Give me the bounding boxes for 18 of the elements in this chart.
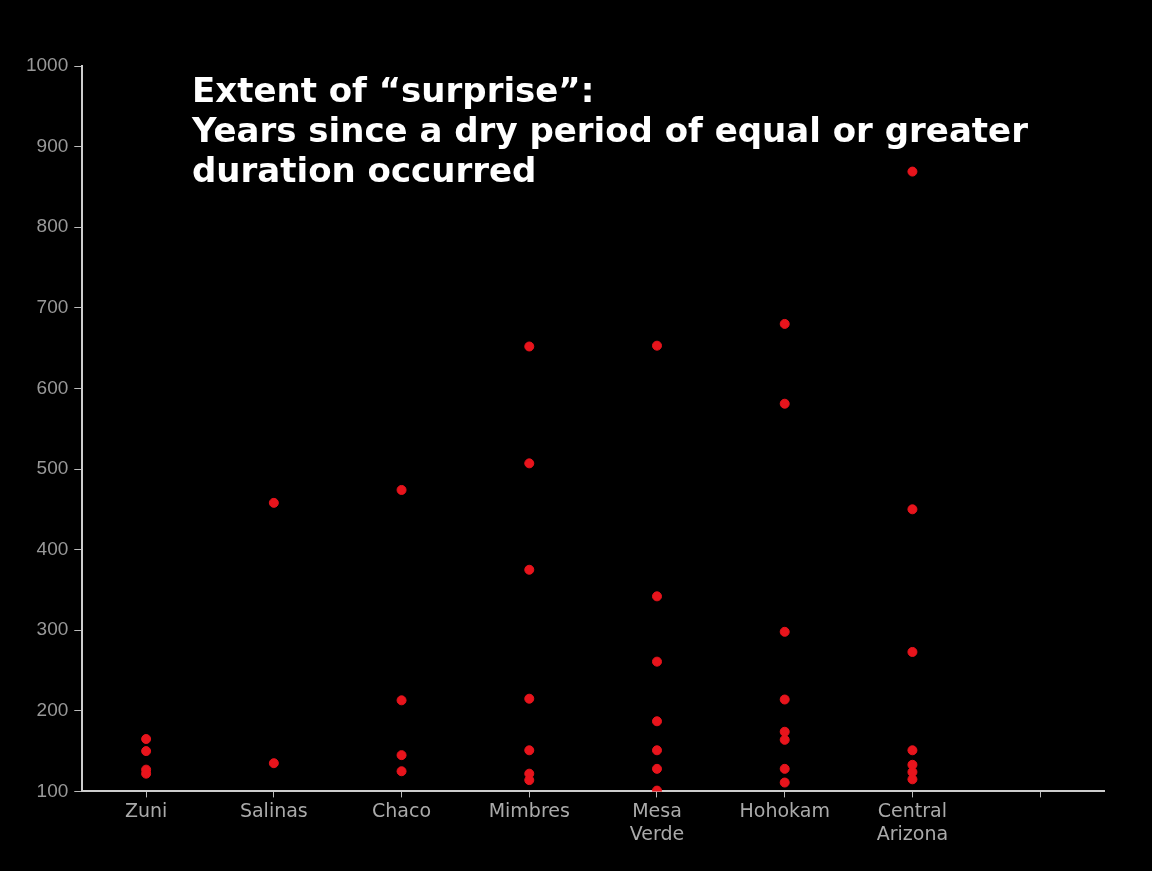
y-tick-label: 300 [36, 618, 69, 640]
y-tick-label: 100 [36, 779, 69, 801]
y-tick-label: 1000 [25, 54, 69, 76]
y-tick-label: 500 [36, 457, 69, 479]
y-tick-label: 400 [36, 537, 69, 559]
x-tick-label: Zuni [124, 798, 168, 821]
x-tick-label: Chaco [372, 798, 432, 821]
y-tick-label: 200 [36, 699, 69, 721]
y-tick-label: 700 [36, 296, 69, 318]
x-tick-label: Salinas [239, 798, 308, 821]
x-tick-label: Hohokam [739, 798, 830, 821]
text: Extent of “surprise”: Years since a dry period of equal or greater duration occurred [192, 70, 1029, 190]
x-tick-label: Central Arizona [876, 798, 949, 844]
y-tick-label: 800 [36, 215, 69, 237]
y-tick-label: 900 [36, 134, 69, 156]
x-tick-label: Mesa Verde [629, 798, 685, 844]
x-tick-label: Mimbres [488, 798, 570, 821]
y-tick-label: 600 [36, 376, 69, 398]
